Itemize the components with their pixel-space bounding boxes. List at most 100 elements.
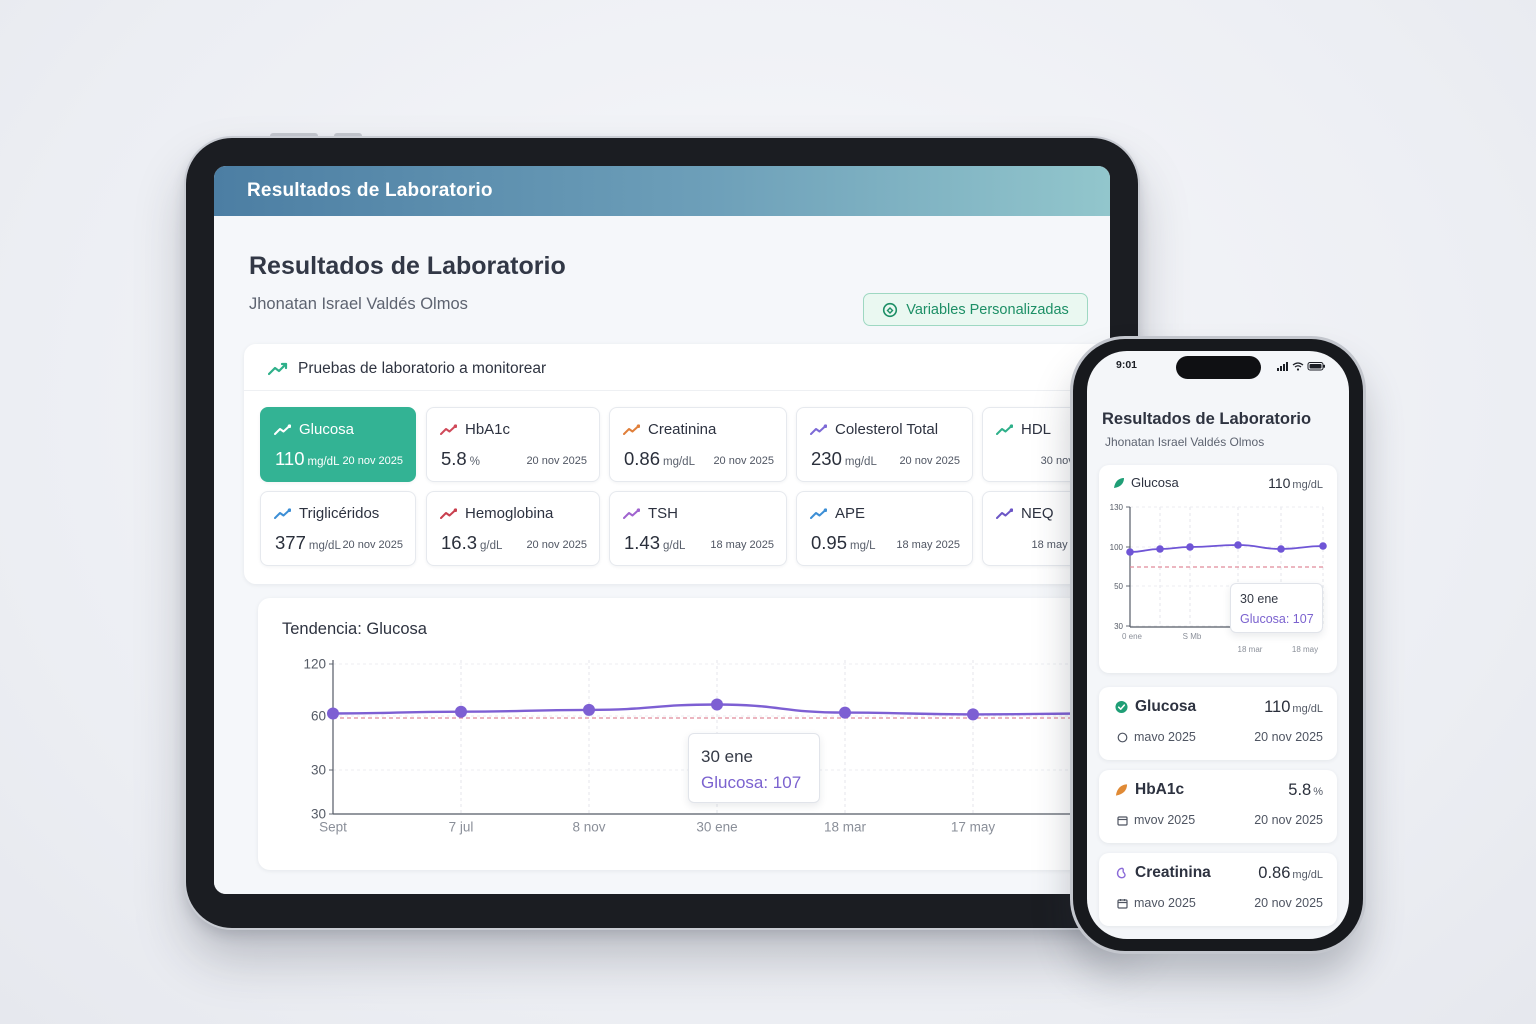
test-tile-name: Colesterol Total [835, 421, 939, 438]
data-point[interactable] [327, 707, 339, 720]
test-tile-title: HDL [996, 421, 1051, 438]
phone-chart-heading: Glucosa [1113, 475, 1179, 490]
test-tile-date: 20 nov 2025 [713, 455, 774, 467]
test-tile-unit: g/dL [663, 540, 686, 552]
phone-card-unit: mg/dL [1292, 869, 1323, 881]
dynamic-island [1176, 356, 1261, 379]
wifi-icon [1292, 362, 1304, 371]
phone-card-value-number: 110 [1264, 698, 1291, 716]
data-point[interactable] [1277, 545, 1285, 553]
data-point[interactable] [1156, 545, 1164, 553]
phone-card-title: Creatinina [1115, 864, 1211, 882]
phone-test-card-glucosa[interactable]: Glucosa 110 mg/dL mavo 2025 20 nov 2025 [1099, 687, 1337, 760]
data-point[interactable] [1126, 548, 1134, 556]
signal-icon [1277, 362, 1288, 371]
trending-up-icon [440, 507, 457, 519]
trending-up-icon [274, 507, 291, 519]
test-tile-title: NEQ [996, 505, 1054, 522]
data-point[interactable] [967, 708, 979, 721]
phone-card-date: 20 nov 2025 [1254, 896, 1323, 910]
x-tick-label: 18 mar [1238, 645, 1263, 654]
trending-up-icon [810, 507, 827, 519]
test-tile-ape[interactable]: APE 0.95 mg/L 18 may 2025 [796, 491, 973, 566]
status-time: 9:01 [1116, 359, 1138, 371]
test-tile-unit: mg/dL [307, 456, 340, 468]
phone-tooltip-date: 30 ene [1240, 592, 1279, 606]
tooltip-value: Glucosa: 107 [701, 773, 802, 792]
tablet-power-button [334, 133, 362, 138]
test-tile-value: 110 mg/dL [275, 448, 339, 470]
phone-trend-chart: 130 100 50 300 ene S Mb 18 mar 18 may [1110, 503, 1327, 654]
patient-name: Jhonatan Israel Valdés Olmos [249, 295, 468, 313]
data-point[interactable] [839, 706, 851, 719]
app-header-title: Resultados de Laboratorio [247, 180, 493, 201]
phone-chart-value-number: 110 [1268, 475, 1291, 491]
data-point[interactable] [1319, 542, 1327, 550]
tablet-device: Resultados de Laboratorio Resultados de … [186, 138, 1138, 928]
phone-chart-value-unit: mg/dL [1292, 479, 1323, 491]
data-point[interactable] [455, 705, 467, 718]
test-tile-date: 20 nov 2025 [899, 455, 960, 467]
phone-card-name: Creatinina [1135, 864, 1211, 881]
test-tile-hba1c[interactable]: HbA1c 5.8% 20 nov 2025 [426, 407, 600, 482]
trending-up-icon [810, 423, 827, 435]
phone-test-card-hba1c[interactable]: HbA1c 5.8% mvov 2025 20 nov 2025 [1099, 770, 1337, 843]
phone-screen: 9:01 Resultados de Laboratorio Jhonatan … [1087, 351, 1349, 939]
phone-card-value-number: 0.86 [1258, 864, 1291, 882]
test-tile-value-number: 1.43 [624, 532, 661, 553]
data-point[interactable] [1186, 543, 1194, 551]
phone-glucose-chart-card[interactable]: Glucosa 110 mg/dL 130 100 50 30 0 ene S Mb 18 m… [1099, 465, 1337, 673]
test-tile-triglic-ridos[interactable]: Triglicéridos 377 mg/dL 20 nov 2025 [260, 491, 416, 566]
test-tile-unit: % [469, 456, 480, 468]
data-point[interactable] [1234, 541, 1242, 549]
phone-tooltip-value: Glucosa: 107 [1240, 612, 1314, 626]
monitored-tests-heading-text: Pruebas de laboratorio a monitorear [298, 360, 547, 377]
x-tick-label: 8 nov [572, 820, 605, 835]
test-tile-value: 0.86 mg/dL [624, 448, 695, 470]
test-tile-creatinina[interactable]: Creatinina 0.86 mg/dL 20 nov 2025 [609, 407, 787, 482]
phone-card-title: HbA1c [1115, 781, 1184, 799]
test-tile-value: 1.43 g/dL [624, 532, 685, 554]
phone-card-date: 20 nov 2025 [1254, 813, 1323, 827]
phone-patient-name: Jhonatan Israel Valdés Olmos [1105, 435, 1265, 449]
phone-card-title: Glucosa [1115, 698, 1196, 716]
test-tile-name: TSH [648, 505, 678, 522]
test-tile-value: 377 mg/dL [275, 532, 341, 554]
phone-card-value: 5.8% [1288, 781, 1323, 800]
tooltip-date: 30 ene [701, 747, 753, 766]
y-tick-label: 130 [1110, 503, 1124, 512]
test-tile-tsh[interactable]: TSH 1.43 g/dL 18 may 2025 [609, 491, 787, 566]
test-tile-value: 230 mg/dL [811, 448, 877, 470]
phone-card-name: HbA1c [1135, 781, 1185, 798]
test-tile-title: HbA1c [440, 421, 510, 438]
test-tile-name: Glucosa [299, 421, 355, 438]
x-tick-label: 17 may [951, 820, 996, 835]
trending-up-icon [623, 507, 640, 519]
page-title: Resultados de Laboratorio [249, 252, 566, 280]
data-point[interactable] [583, 703, 595, 716]
trending-up-icon [996, 423, 1013, 435]
trending-up-icon [623, 423, 640, 435]
custom-variables-button[interactable]: Variables Personalizadas [863, 293, 1088, 326]
app-header: Resultados de Laboratorio [214, 166, 1110, 216]
test-tile-colesterol-total[interactable]: Colesterol Total 230 mg/dL 20 nov 2025 [796, 407, 973, 482]
calendar-icon [1117, 898, 1128, 909]
y-tick-label: 60 [311, 709, 326, 724]
test-tile-hemoglobina[interactable]: Hemoglobina 16.3 g/dL 20 nov 2025 [426, 491, 600, 566]
battery-icon [1307, 362, 1325, 371]
test-tile-title: Creatinina [623, 421, 716, 438]
status-icons [1277, 362, 1325, 371]
data-point[interactable] [711, 698, 723, 711]
test-tile-value-number: 377 [275, 532, 306, 553]
phone-card-subtitle: mavo 2025 [1117, 896, 1196, 910]
test-tile-title: Glucosa [274, 421, 354, 438]
x-tick-label: S Mb [1183, 632, 1202, 641]
test-tile-value: 16.3 g/dL [441, 532, 502, 554]
kidney-icon [1116, 867, 1126, 879]
y-tick-label: 100 [1110, 543, 1124, 552]
test-tile-glucosa[interactable]: Glucosa 110 mg/dL 20 nov 2025 [260, 407, 416, 482]
phone-test-card-creatinina[interactable]: Creatinina 0.86 mg/dL mavo 2025 20 nov 2025 [1099, 853, 1337, 926]
y-tick-label: 30 [311, 807, 326, 822]
phone-card-unit: mg/dL [1292, 703, 1323, 715]
